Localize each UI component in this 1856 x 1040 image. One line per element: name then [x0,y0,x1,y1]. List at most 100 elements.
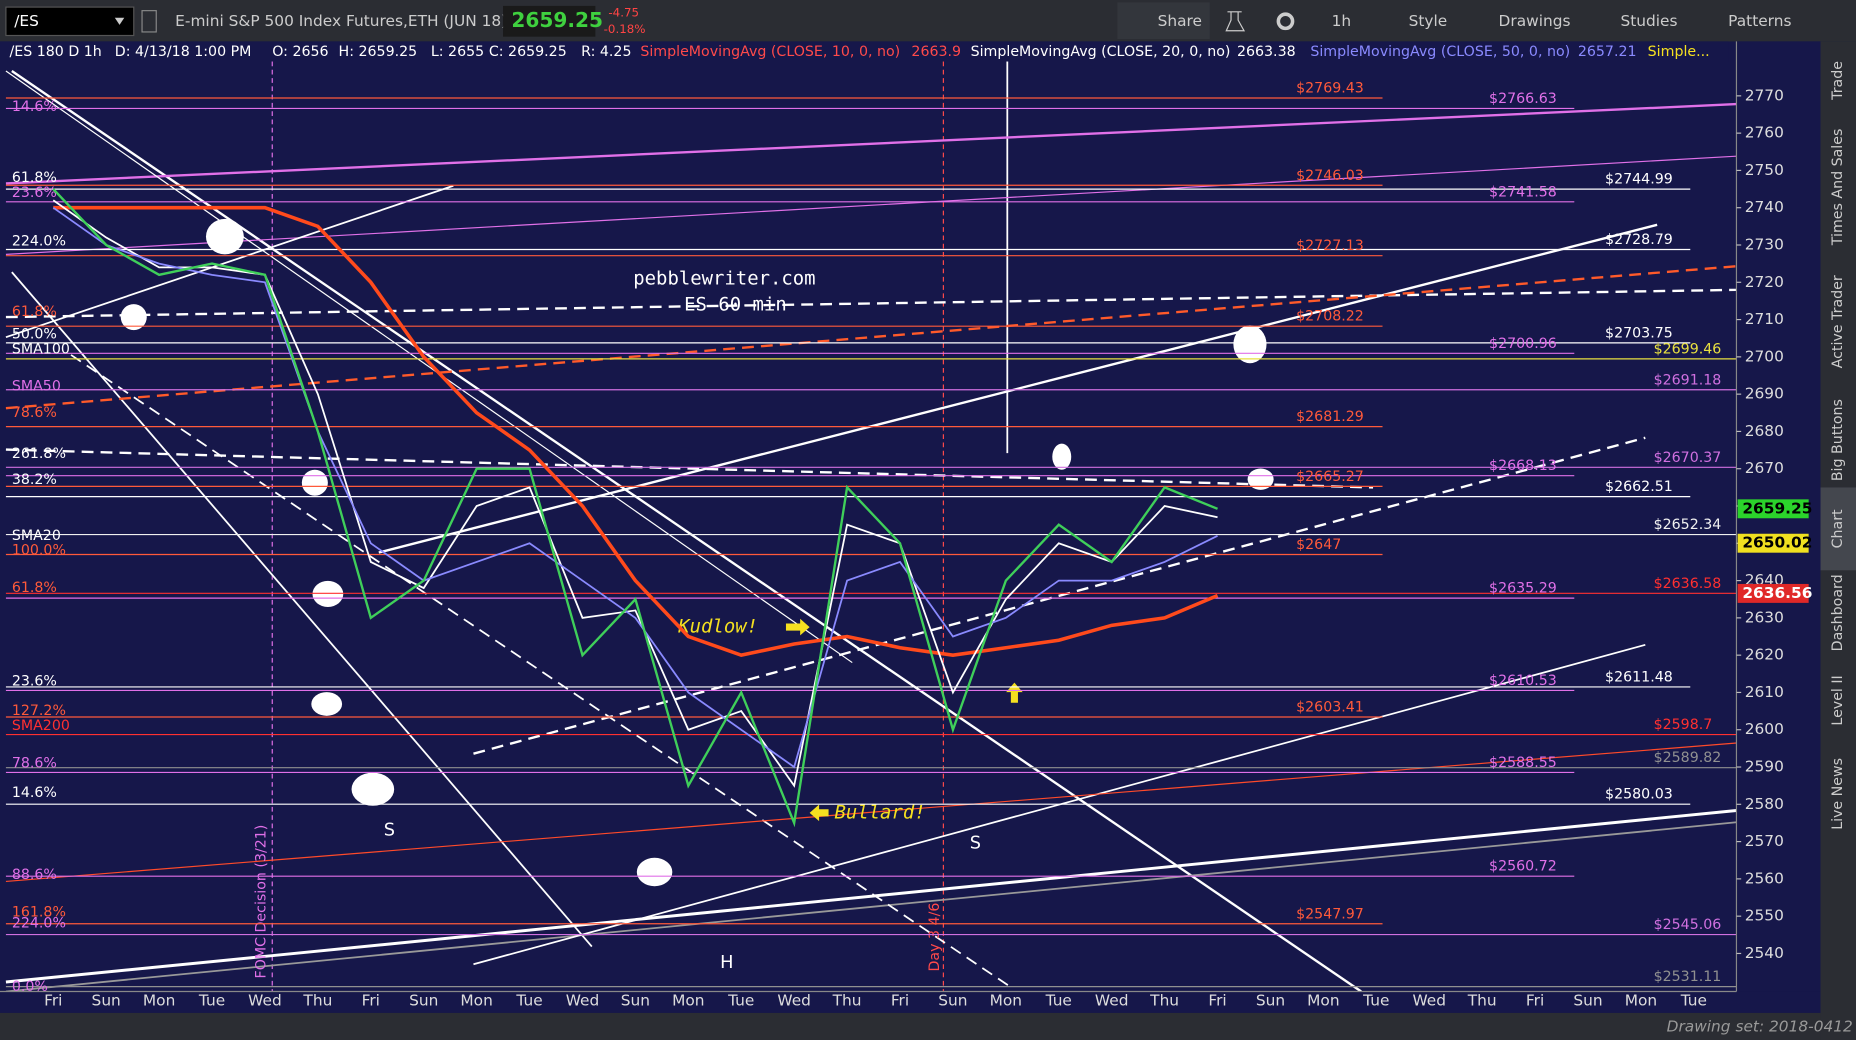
fib-label: SMA20 [12,528,61,544]
timeframe-button[interactable]: 1h [1332,12,1352,30]
style-button[interactable]: Style [1409,12,1448,30]
timeframe-label: ES 60-min [684,294,787,316]
side-tab[interactable]: Trade [1830,61,1846,101]
info-more: Simple... [1648,44,1710,60]
x-tick-label: Tue [1362,991,1389,1009]
y-tick-label: 2560 [1745,869,1784,887]
x-tick-label: Fri [362,991,380,1009]
marker [1247,468,1274,490]
side-tab[interactable]: Live News [1830,758,1846,830]
fib-label: 23.6% [12,673,57,689]
side-tab[interactable]: Chart [1830,509,1846,548]
x-tick-label: Mon [1625,991,1657,1009]
level-label: $2727.13 [1296,238,1364,254]
fib-label: 88.6% [12,867,57,883]
x-tick-label: Thu [832,991,862,1009]
pct-change: -0.18% [604,22,646,36]
fib-label: 61.8% [12,580,57,596]
fib-label: 50.0% [12,326,57,342]
level-label: $2703.75 [1605,325,1673,341]
y-tick-label: 2690 [1745,385,1784,403]
studies-button[interactable]: Studies [1620,12,1677,30]
drawings-button[interactable]: Drawings [1499,12,1571,30]
x-tick-label: Fri [1526,991,1544,1009]
x-tick-label: Sun [1573,991,1602,1009]
level-label: $2547.97 [1296,906,1364,922]
x-tick-label: Fri [891,991,909,1009]
level-label: $2598.7 [1654,717,1713,733]
x-tick-label: Sun [1256,991,1285,1009]
x-tick-label: Sun [92,991,121,1009]
active-tab-bg [1820,487,1856,571]
share-label: Share [1158,12,1202,30]
y-tick-label: 2680 [1745,422,1784,440]
pattern-label: S [970,834,981,854]
marker [301,469,328,496]
x-tick-label: Tue [1045,991,1072,1009]
side-tab[interactable]: Big Buttons [1830,399,1846,481]
level-label: $2611.48 [1605,669,1673,685]
side-tab[interactable]: Level II [1830,675,1846,725]
y-tick-label: 2630 [1745,608,1784,626]
x-tick-label: Mon [460,991,492,1009]
side-tab[interactable]: Times And Sales [1830,129,1846,247]
price-line [52,188,1218,828]
dropdown-icon[interactable] [114,17,125,25]
share-button[interactable] [1117,2,1210,40]
x-tick-label: Sun [938,991,967,1009]
marker [205,218,244,255]
patterns-button[interactable]: Patterns [1728,12,1791,30]
level-label: $2647 [1296,537,1341,553]
y-tick-label: 2620 [1745,646,1784,664]
x-tick-label: Wed [1095,991,1129,1009]
trendline [11,271,593,948]
level-label: $2531.11 [1654,969,1722,985]
x-tick-label: Wed [566,991,600,1009]
side-tab[interactable]: Active Trader [1830,275,1846,368]
fib-label: 38.2% [12,472,57,488]
symbol-box[interactable] [5,6,135,37]
price-badge-label: 2659.25 [1742,499,1812,517]
trendline [473,436,1646,755]
y-tick-label: 2700 [1745,347,1784,365]
x-tick-label: Thu [1467,991,1497,1009]
side-tab[interactable]: Dashboard [1830,574,1846,651]
level-label: $2700.96 [1489,336,1557,352]
x-tick-label: Sun [621,991,650,1009]
x-tick-label: Wed [1412,991,1446,1009]
fib-label: SMA50 [12,379,61,395]
info-close: C: 2659.25 [489,44,567,60]
fib-label: 61.8% [12,170,57,186]
fomc-label: FOMC Decision (3/21) [254,825,270,979]
y-tick-label: 2760 [1745,124,1784,142]
fib-label: 224.0% [12,233,66,249]
level-label: $2681.29 [1296,409,1364,425]
marker [1233,325,1267,364]
trendline [5,70,853,664]
gear-icon[interactable] [1276,12,1295,31]
kudlow-label: Kudlow! [677,616,758,638]
level-label: $2744.99 [1605,172,1673,188]
flask-icon[interactable] [1225,11,1246,32]
fib-label: 261.8% [12,446,66,462]
x-tick-label: Tue [198,991,225,1009]
marker [311,692,343,716]
x-tick-label: Thu [302,991,332,1009]
net-change: -4.75 [608,6,639,20]
info-low: L: 2655 [431,44,484,60]
fib-label: 23.6% [12,185,57,201]
x-tick-label: Sun [409,991,438,1009]
site-label: pebblewriter.com [633,268,815,290]
marker [1052,443,1072,470]
link-icon[interactable] [141,10,157,33]
info-symbol: /ES 180 D 1h [9,44,101,60]
level-label: $2662.51 [1605,479,1673,495]
fib-label: 14.6% [12,785,57,801]
x-tick-label: Mon [1307,991,1339,1009]
marker [351,772,395,806]
y-tick-label: 2600 [1745,720,1784,738]
y-tick-label: 2610 [1745,683,1784,701]
fib-label: 61.8% [12,304,57,320]
study-value: 2663.9 [911,44,961,60]
trendline [5,808,1737,984]
